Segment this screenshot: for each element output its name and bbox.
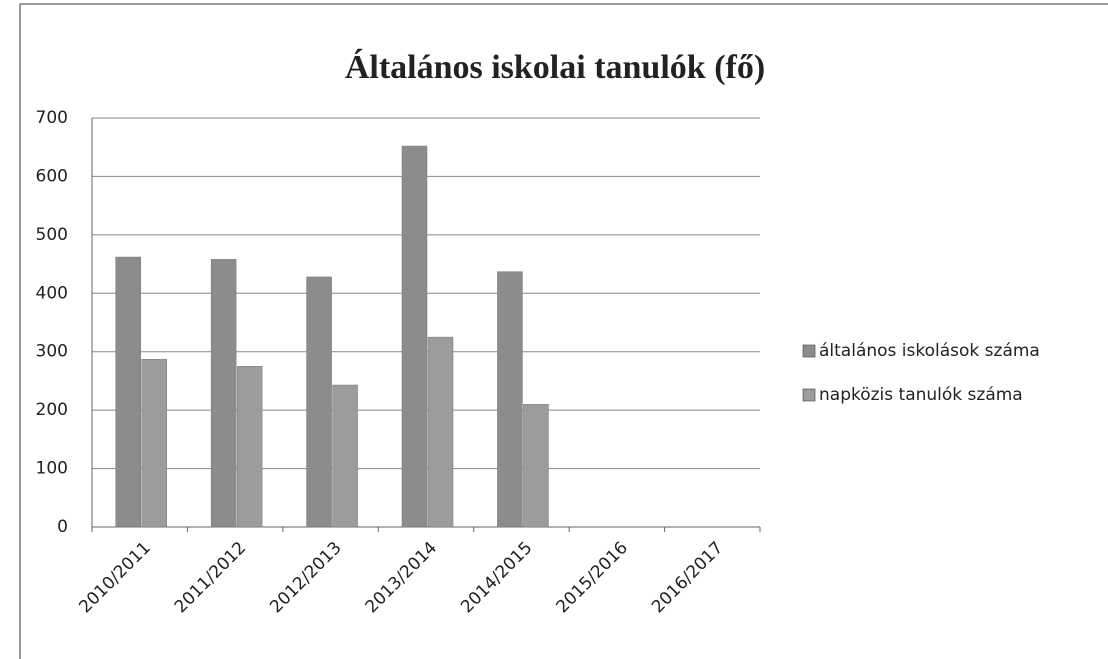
y-tick-label: 700: [36, 108, 68, 128]
y-tick-label: 600: [36, 166, 68, 186]
bar: [141, 359, 167, 528]
bar: [236, 366, 263, 528]
bar: [497, 271, 523, 528]
y-tick-label: 500: [36, 225, 68, 245]
y-tick-label: 100: [36, 459, 68, 479]
y-tick-label: 400: [36, 283, 68, 303]
y-tick-label: 300: [36, 342, 68, 362]
chart-title: Általános iskolai tanulók (fő): [345, 49, 765, 86]
bar: [427, 336, 454, 528]
legend-swatch: [802, 388, 816, 402]
bar: [523, 404, 549, 528]
legend-label: általános iskolások száma: [819, 341, 1040, 361]
bar: [210, 259, 237, 528]
bar: [115, 256, 141, 528]
y-tick-label: 200: [36, 400, 68, 420]
bar: [401, 145, 428, 528]
bar: [306, 276, 332, 528]
legend-label: napközis tanulók száma: [819, 385, 1023, 405]
legend-swatch: [802, 344, 816, 358]
bar: [332, 384, 358, 528]
y-tick-label: 0: [57, 517, 68, 537]
